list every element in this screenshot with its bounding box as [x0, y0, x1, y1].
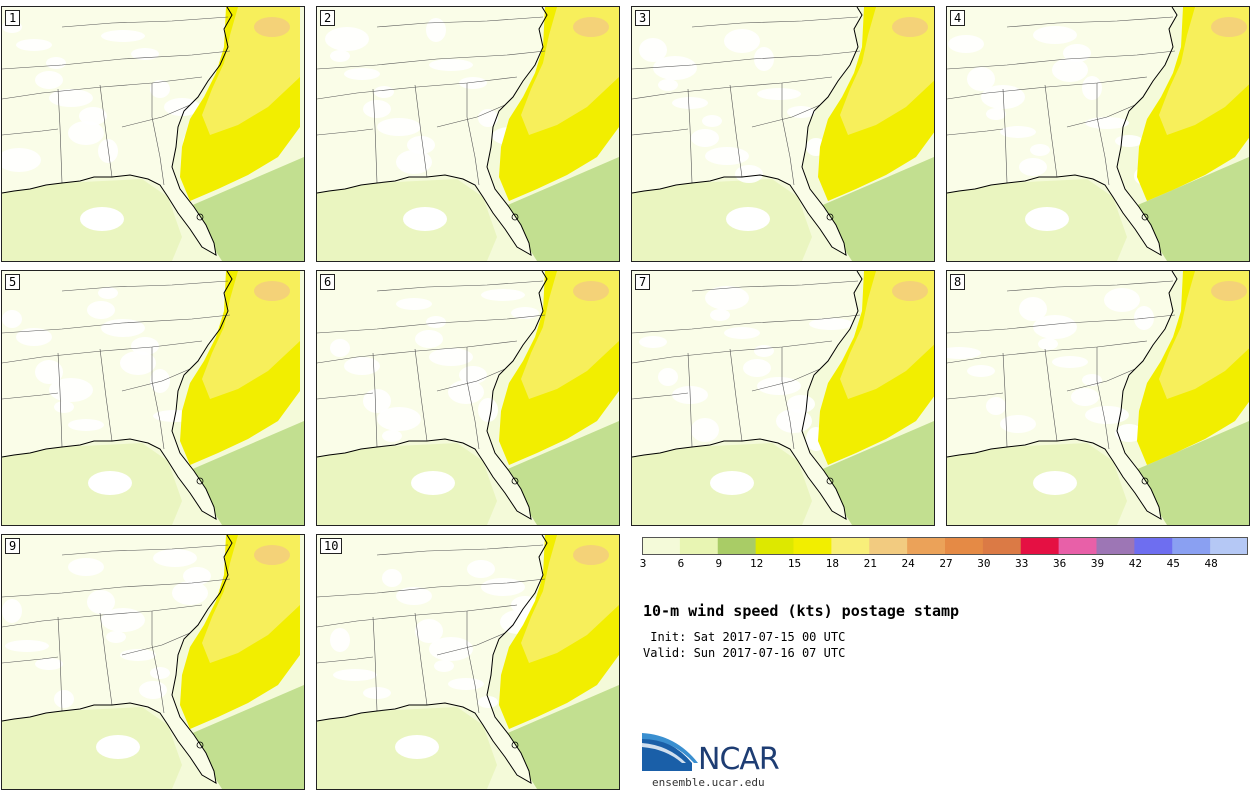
colorbar: [642, 537, 1248, 555]
plot-title: 10-m wind speed (kts) postage stamp: [643, 602, 960, 620]
map-svg: [317, 7, 619, 261]
colorbar-tick-label: 12: [750, 557, 764, 570]
colorbar-bin: [755, 537, 795, 555]
colorbar-bin: [717, 537, 757, 555]
map-svg: [632, 271, 934, 525]
member-panel-4: 4: [946, 6, 1250, 262]
member-panel-10: 10: [316, 534, 620, 790]
member-panel-1: 1: [1, 6, 305, 262]
colorbar-bin: [1134, 537, 1173, 555]
map-svg: [2, 271, 304, 525]
member-label: 9: [5, 538, 21, 554]
colorbar-tick-label: 42: [1128, 557, 1142, 570]
map-svg: [2, 535, 304, 789]
colorbar-tick-label: 39: [1090, 557, 1105, 570]
member-panel-2: 2: [316, 6, 620, 262]
colorbar-bin: [642, 537, 681, 555]
colorbar-tick-label: 9: [715, 557, 723, 570]
member-label: 7: [635, 274, 651, 290]
colorbar-bin: [1020, 537, 1060, 555]
colorbar-tick-label: 21: [863, 557, 877, 570]
colorbar-ticks: 3 6 9 12 15 18 21 24 27 30 33 36 39 42 45 48: [639, 557, 1248, 571]
colorbar-tick-label: 15: [787, 557, 802, 570]
map-svg: [632, 7, 934, 261]
colorbar-bin: [831, 537, 870, 555]
member-label: 3: [635, 10, 651, 26]
colorbar-tick-label: 27: [939, 557, 953, 570]
valid-time: Valid: Sun 2017-07-16 07 UTC: [643, 646, 846, 660]
member-label: 6: [320, 274, 336, 290]
member-panel-9: 9: [1, 534, 305, 790]
colorbar-bin: [1172, 537, 1211, 555]
map-svg: [317, 271, 619, 525]
colorbar-tick-label: 24: [901, 557, 915, 570]
colorbar-tick-label: 30: [977, 557, 991, 570]
member-label: 4: [950, 10, 966, 26]
colorbar-tick-label: 18: [825, 557, 839, 570]
colorbar-tick-label: 6: [677, 557, 685, 570]
colorbar-tick-label: 48: [1204, 557, 1218, 570]
member-panel-8: 8: [946, 270, 1250, 526]
colorbar-tick-label: 33: [1015, 557, 1029, 570]
member-panel-6: 6: [316, 270, 620, 526]
ncar-logo-icon: [642, 733, 698, 771]
init-time: Init: Sat 2017-07-15 00 UTC: [643, 630, 846, 644]
logo-name: NCAR: [698, 742, 780, 777]
colorbar-bin: [907, 537, 946, 555]
colorbar-bin: [679, 537, 719, 555]
member-panel-5: 5: [1, 270, 305, 526]
colorbar-tick-label: 3: [639, 557, 647, 570]
member-label: 8: [950, 274, 966, 290]
colorbar-bin: [793, 537, 832, 555]
member-label: 1: [5, 10, 21, 26]
map-svg: [317, 535, 619, 789]
map-svg: [2, 7, 304, 261]
colorbar-tick-label: 36: [1053, 557, 1067, 570]
map-svg: [947, 271, 1249, 525]
colorbar-tick-label: 45: [1166, 557, 1180, 570]
member-panel-7: 7: [631, 270, 935, 526]
member-label: 10: [320, 538, 343, 554]
colorbar-bin: [1096, 537, 1135, 555]
colorbar-bin: [1058, 537, 1098, 555]
member-label: 5: [5, 274, 21, 290]
colorbar-bin: [982, 537, 1022, 555]
colorbar-bin: [869, 537, 908, 555]
colorbar-bin: [945, 537, 984, 555]
member-label: 2: [320, 10, 336, 26]
map-svg: [947, 7, 1249, 261]
member-panel-3: 3: [631, 6, 935, 262]
logo-url: ensemble.ucar.edu: [652, 776, 765, 789]
colorbar-bin: [1210, 537, 1248, 555]
